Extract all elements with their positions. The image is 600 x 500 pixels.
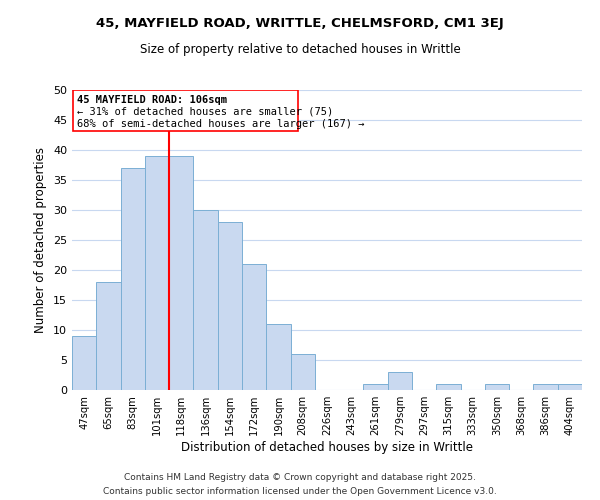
Bar (218, 222, 242, 390)
Bar (558, 384, 582, 390)
Text: Contains public sector information licensed under the Open Government Licence v3: Contains public sector information licen… (103, 488, 497, 496)
Bar (485, 384, 509, 390)
Bar (533, 384, 558, 390)
Bar (436, 384, 461, 390)
FancyBboxPatch shape (73, 90, 298, 131)
Bar (96, 282, 121, 390)
Text: 45, MAYFIELD ROAD, WRITTLE, CHELMSFORD, CM1 3EJ: 45, MAYFIELD ROAD, WRITTLE, CHELMSFORD, … (96, 18, 504, 30)
Y-axis label: Number of detached properties: Number of detached properties (34, 147, 47, 333)
Bar (193, 210, 218, 390)
Bar (388, 372, 412, 390)
Text: 68% of semi-detached houses are larger (167) →: 68% of semi-detached houses are larger (… (77, 119, 364, 129)
Text: 45 MAYFIELD ROAD: 106sqm: 45 MAYFIELD ROAD: 106sqm (77, 95, 227, 105)
Text: Contains HM Land Registry data © Crown copyright and database right 2025.: Contains HM Land Registry data © Crown c… (124, 472, 476, 482)
Bar (290, 354, 315, 390)
Text: Size of property relative to detached houses in Writtle: Size of property relative to detached ho… (140, 42, 460, 56)
Bar (266, 324, 290, 390)
Bar (145, 156, 169, 390)
Bar (364, 384, 388, 390)
Bar (169, 156, 193, 390)
X-axis label: Distribution of detached houses by size in Writtle: Distribution of detached houses by size … (181, 441, 473, 454)
Bar (121, 168, 145, 390)
Bar (242, 264, 266, 390)
Bar (72, 336, 96, 390)
Text: ← 31% of detached houses are smaller (75): ← 31% of detached houses are smaller (75… (77, 106, 333, 117)
